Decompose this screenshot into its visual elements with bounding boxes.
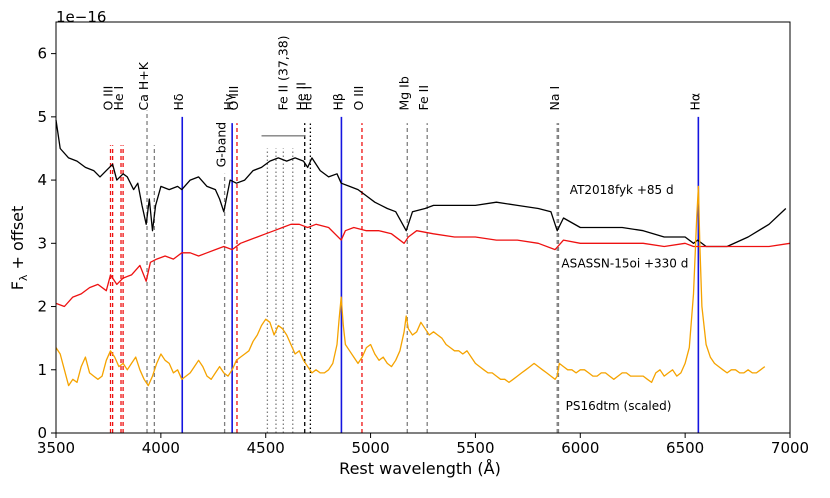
axis-ticks: 3500 4000 4500 5000 5500 6000 6500 7000 0 1 2 3 4 5 6 [37,21,809,457]
line-label: Hα [687,93,702,111]
x-tick-label: 3500 [37,439,75,457]
y-axis-label: Fλ + offset [8,206,30,291]
x-tick-label: 6500 [666,439,704,457]
line-label: Hδ [171,93,186,110]
y-tick-label: 0 [37,424,47,442]
line-label: O III [101,86,116,111]
axes-border [55,21,791,434]
plot-background [56,22,790,433]
line-label: Hγ [221,93,236,110]
line-label: He I [299,86,314,111]
line-label: Ca H+K [136,61,151,110]
line-label: Hβ [330,93,345,110]
series-label: ASASSN-15oi +330 d [561,256,688,270]
y-tick-label: 6 [37,45,47,63]
series-line [55,119,787,248]
x-tick-label: 4000 [142,439,180,457]
series-label: AT2018fyk +85 d [570,183,674,197]
x-tick-label: 5000 [351,439,389,457]
line-label: G-band [214,122,229,168]
line-label: O III [226,86,241,111]
line-label: O III [351,86,366,111]
line-label: Mg Ib [396,76,411,110]
y-tick-label: 1 [37,361,47,379]
series-line [55,185,766,387]
line-label: He II [294,82,309,110]
band-label: Fe II (37,38) [276,35,291,110]
x-axis-label: Rest wavelength (Å) [339,459,501,478]
y-tick-label: 4 [37,171,47,189]
y-tick-label: 5 [37,108,47,126]
line-markers [109,110,700,433]
x-tick-label: 4500 [247,439,285,457]
x-tick-label: 7000 [771,439,809,457]
x-tick-label: 6000 [561,439,599,457]
series-label: PS16dtm (scaled) [566,399,672,413]
axes-frame [56,22,790,433]
series-line [55,223,791,308]
y-tick-label: 2 [37,298,47,316]
spectra-series [55,119,791,387]
offset-label: 1e−16 [56,8,106,26]
y-tick-label: 3 [37,234,47,252]
line-label: Na I [547,86,562,111]
line-label: He I [111,86,126,111]
line-label: Fe II [416,85,431,111]
x-tick-label: 5500 [456,439,494,457]
